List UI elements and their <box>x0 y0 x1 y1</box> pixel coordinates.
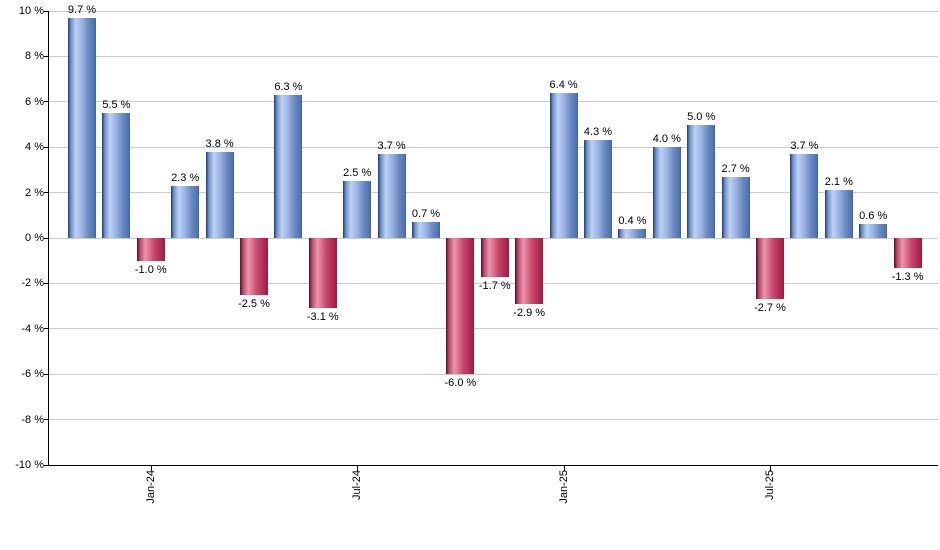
y-gridline <box>48 192 938 194</box>
bar-value-label: 2.3 % <box>171 171 200 184</box>
bar-positive <box>790 154 819 238</box>
bar-value-label: 6.3 % <box>274 80 303 93</box>
x-axis-label: Jan-25 <box>557 470 570 504</box>
bar-positive <box>343 181 372 238</box>
y-axis-label: -8 % <box>21 413 44 426</box>
y-axis-label: 8 % <box>25 50 44 63</box>
x-axis-tick <box>150 466 152 471</box>
bar-positive <box>102 113 131 238</box>
bar-positive <box>824 190 853 238</box>
bar-positive <box>618 228 647 238</box>
y-axis-label: -2 % <box>21 277 44 290</box>
bar-value-label: 0.6 % <box>859 210 888 223</box>
x-axis-label: Jan-24 <box>144 470 157 504</box>
x-axis-label: Jul-24 <box>351 470 364 500</box>
y-axis-tick <box>44 55 48 57</box>
y-gridline <box>48 419 938 421</box>
bar-negative <box>756 238 784 300</box>
bar-value-label: -1.7 % <box>478 279 511 292</box>
bar-value-label: 9.7 % <box>67 3 97 16</box>
x-axis-tick <box>357 466 359 471</box>
y-axis-tick <box>44 101 48 103</box>
bar-negative <box>446 238 475 375</box>
bar-value-label: 6.4 % <box>549 78 578 91</box>
bar-value-label: -1.3 % <box>891 270 924 283</box>
x-axis-tick <box>563 466 565 471</box>
y-gridline <box>48 328 938 330</box>
bar-positive <box>171 185 200 238</box>
bar-negative <box>240 238 268 295</box>
bar-value-label: 3.7 % <box>790 140 819 152</box>
bar-positive <box>584 140 612 238</box>
bar-positive <box>859 224 888 238</box>
bar-positive <box>549 92 578 238</box>
x-axis-line <box>48 465 938 466</box>
y-axis-tick <box>44 328 48 330</box>
y-axis-label: 6 % <box>25 95 44 108</box>
bar-positive <box>687 124 716 238</box>
bar-negative <box>515 238 544 304</box>
y-gridline <box>48 373 938 375</box>
bar-positive <box>721 176 750 238</box>
bar-value-label: 0.4 % <box>618 214 647 227</box>
y-axis-line <box>48 11 49 465</box>
y-axis-tick <box>44 10 48 12</box>
bar-positive <box>652 147 681 238</box>
y-axis-tick <box>44 237 48 239</box>
bar-value-label: 0.7 % <box>411 208 441 221</box>
bar-value-label: 2.7 % <box>721 162 750 175</box>
y-axis-label: -10 % <box>15 459 44 471</box>
bar-value-label: 2.5 % <box>343 167 372 180</box>
bar-value-label: -2.9 % <box>513 306 546 319</box>
bar-value-label: -6.0 % <box>444 377 477 390</box>
y-gridline <box>48 282 938 284</box>
y-gridline <box>48 55 938 57</box>
y-axis-tick <box>44 146 48 148</box>
y-gridline <box>48 101 938 103</box>
bar-value-label: 5.5 % <box>102 99 131 112</box>
y-axis-tick <box>44 373 48 375</box>
y-gridline <box>48 10 938 12</box>
y-axis-tick <box>44 282 48 284</box>
y-axis-tick <box>44 419 48 421</box>
y-axis-label: 10 % <box>18 5 44 17</box>
bar-value-label: 5.0 % <box>687 110 716 123</box>
y-axis-tick <box>44 192 48 194</box>
y-axis-tick <box>44 464 48 466</box>
bar-value-label: 4.3 % <box>583 126 613 139</box>
bar-negative <box>308 238 337 309</box>
bar-negative <box>136 238 165 261</box>
bar-value-label: -2.5 % <box>238 297 270 310</box>
y-axis-label: 0 % <box>25 232 44 244</box>
bar-positive <box>377 154 406 238</box>
y-gridline <box>48 146 938 148</box>
y-axis-label: 4 % <box>25 141 44 154</box>
x-axis-label: Jul-25 <box>764 470 776 500</box>
bar-positive <box>274 94 303 238</box>
x-axis-tick <box>770 466 771 471</box>
y-axis-label: -4 % <box>21 322 44 335</box>
bar-positive <box>205 151 234 238</box>
y-axis-label: -6 % <box>21 368 44 381</box>
y-axis-label: 2 % <box>25 186 44 199</box>
bar-positive <box>68 17 96 238</box>
bar-value-label: -3.1 % <box>306 311 339 324</box>
bar-value-label: 3.8 % <box>205 137 234 150</box>
bar-negative <box>893 238 922 268</box>
bar-value-label: 4.0 % <box>652 133 681 146</box>
bar-value-label: -2.7 % <box>754 302 786 315</box>
bar-negative <box>480 238 509 277</box>
bar-value-label: 2.1 % <box>824 176 853 189</box>
bar-value-label: 3.7 % <box>377 140 406 152</box>
bar-positive <box>412 222 440 238</box>
bar-value-label: -1.0 % <box>134 263 167 276</box>
